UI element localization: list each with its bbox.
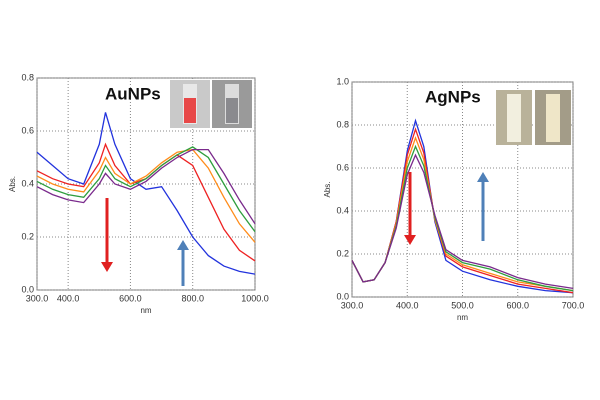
chart: 0.0 0.2 0.4 0.6 0.8 1.0 300.0 400.0 500.0 600.0 70… (323, 76, 584, 322)
y-axis-label: Abs. (323, 181, 332, 197)
data-line (36, 148, 256, 243)
x-tick-label: 500.0 (451, 300, 474, 310)
y-tick-label: 0.8 (21, 72, 34, 82)
arrows (101, 172, 489, 286)
x-axis-label: nm (140, 306, 151, 315)
y-tick-label: 0.0 (21, 284, 34, 294)
data-line (351, 153, 574, 290)
y-tick-label: 0.6 (21, 125, 34, 135)
chart-title: AuNPs (105, 84, 161, 103)
y-tick-label: 0.6 (336, 162, 349, 172)
x-axis-label: nm (457, 313, 468, 322)
y-tick-label: 1.0 (336, 76, 349, 86)
y-tick-label: 0.2 (336, 248, 349, 258)
x-tick-label: 400.0 (57, 293, 80, 303)
y-tick-label: 0.0 (336, 291, 349, 301)
x-tick-label: 800.0 (181, 293, 204, 303)
y-tick-label: 0.8 (336, 119, 349, 129)
y-axis-label: Abs. (8, 176, 17, 192)
x-tick-label: 300.0 (26, 293, 49, 303)
cuvette-photos (170, 80, 571, 145)
x-tick-label: 600.0 (119, 293, 142, 303)
data-line (36, 112, 256, 275)
y-tick-label: 0.2 (21, 231, 34, 241)
data-line (36, 146, 256, 233)
data-line (36, 142, 256, 262)
y-tick-label: 0.4 (336, 205, 349, 215)
x-tick-label: 400.0 (396, 300, 419, 310)
x-tick-label: 700.0 (562, 300, 585, 310)
y-tick-label: 0.4 (21, 178, 34, 188)
x-tick-label: 1000.0 (241, 293, 269, 303)
x-tick-label: 300.0 (341, 300, 364, 310)
chart-title: AgNPs (425, 87, 481, 106)
x-tick-label: 600.0 (506, 300, 529, 310)
data-line (36, 148, 256, 225)
